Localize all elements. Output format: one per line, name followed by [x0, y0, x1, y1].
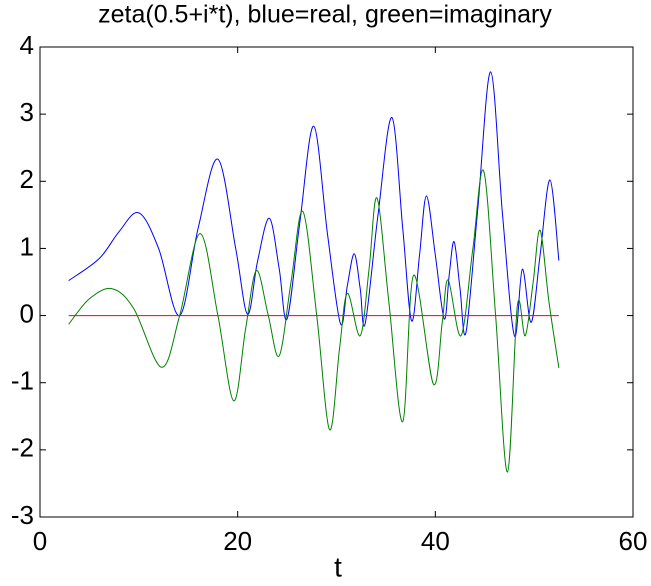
y-tick-label: -3 [11, 500, 34, 530]
y-tick-label: 1 [20, 231, 34, 261]
chart-title: zeta(0.5+i*t), blue=real, green=imaginar… [98, 1, 552, 29]
y-tick-label: 0 [20, 298, 34, 328]
y-tick-label: -2 [11, 433, 34, 463]
y-tick-label: 3 [20, 97, 34, 127]
x-tick-label: 60 [619, 526, 648, 556]
x-tick-label: 40 [421, 526, 450, 556]
series-line [68, 71, 560, 337]
x-tick-label: 20 [223, 526, 252, 556]
y-tick-label: 4 [20, 30, 34, 60]
x-axis-label: t [334, 551, 342, 581]
y-tick-label: -1 [11, 366, 34, 396]
x-tick-label: 0 [33, 526, 47, 556]
plot-frame [39, 46, 634, 518]
y-tick-label: 2 [20, 164, 34, 194]
